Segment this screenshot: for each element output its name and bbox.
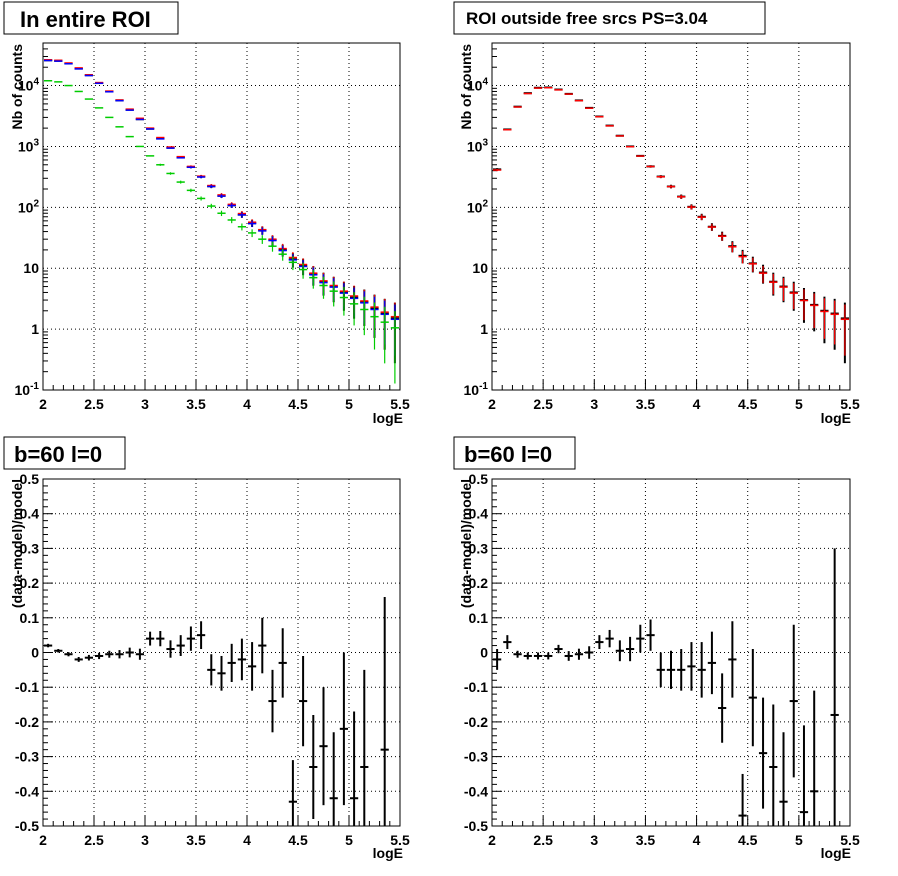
panel-title: b=60 l=0 bbox=[14, 442, 102, 467]
x-tick-label: 2.5 bbox=[84, 832, 104, 848]
panel-counts-outside-free-srcs: ROI outside free srcs PS=3.04 logE Nb of… bbox=[453, 1, 860, 426]
x-tick-label: 4 bbox=[243, 396, 251, 412]
y-tick-label: -0.2 bbox=[15, 714, 39, 730]
x-tick-label: 5 bbox=[795, 396, 803, 412]
panel-residuals-right: b=60 l=0 logE (data-model)/model 2 2.5 3 3.… bbox=[453, 436, 860, 861]
x-tick-label: 4.5 bbox=[288, 832, 308, 848]
y-tick-label: 10-1 bbox=[464, 381, 489, 398]
y-tick-label: 0.3 bbox=[469, 540, 489, 556]
y-tick-label: -0.1 bbox=[15, 679, 39, 695]
x-axis-label: logE bbox=[373, 410, 403, 426]
x-tick-label: 4 bbox=[693, 832, 701, 848]
panel-title-box bbox=[3, 1, 179, 35]
x-tick-label: 4 bbox=[243, 832, 251, 848]
x-tick-label: 2.5 bbox=[533, 832, 553, 848]
panel-title: In entire ROI bbox=[20, 7, 151, 32]
y-tick-label: -0.1 bbox=[464, 679, 488, 695]
y-tick-label: 0.4 bbox=[20, 506, 40, 522]
y-tick-label: 10-1 bbox=[15, 381, 40, 398]
y-tick-label: -0.3 bbox=[15, 749, 39, 765]
y-tick-label: 0.5 bbox=[469, 471, 489, 487]
plot-frame bbox=[42, 42, 401, 391]
x-tick-label: 4.5 bbox=[738, 396, 758, 412]
x-axis-label: logE bbox=[373, 845, 403, 861]
x-tick-label: 3 bbox=[141, 396, 149, 412]
y-tick-label: 0.5 bbox=[20, 471, 40, 487]
y-tick-label: 103 bbox=[467, 137, 489, 154]
y-tick-label: 0.4 bbox=[469, 506, 489, 522]
y-tick-label: 0 bbox=[480, 645, 488, 661]
x-tick-label: 3 bbox=[590, 396, 598, 412]
panel-title-box bbox=[453, 436, 576, 470]
x-tick-label: 4.5 bbox=[288, 396, 308, 412]
x-tick-label: 2 bbox=[488, 396, 496, 412]
y-tick-label: 103 bbox=[18, 137, 40, 154]
y-tick-label: 0.2 bbox=[20, 575, 40, 591]
y-axis-label: Nb of counts bbox=[9, 44, 25, 130]
y-tick-label: 0.1 bbox=[469, 610, 489, 626]
y-tick-label: 0 bbox=[31, 645, 39, 661]
x-tick-label: 4.5 bbox=[738, 832, 758, 848]
x-tick-label: 4 bbox=[693, 396, 701, 412]
y-tick-label: -0.5 bbox=[464, 818, 488, 834]
y-tick-label: -0.5 bbox=[15, 818, 39, 834]
x-tick-label: 3 bbox=[590, 832, 598, 848]
y-tick-label: 104 bbox=[18, 77, 40, 94]
x-tick-label: 5.5 bbox=[840, 832, 860, 848]
y-tick-label: 1 bbox=[31, 321, 39, 337]
x-tick-label: 3 bbox=[141, 832, 149, 848]
panel-title-box bbox=[453, 1, 766, 35]
x-tick-label: 5 bbox=[345, 396, 353, 412]
x-tick-label: 2 bbox=[39, 396, 47, 412]
y-tick-label: -0.4 bbox=[15, 783, 39, 799]
x-axis-label: logE bbox=[821, 845, 851, 861]
x-tick-label: 2 bbox=[488, 832, 496, 848]
panel-residuals-left: b=60 l=0 logE (data-model)/model 2 2.5 3 3.… bbox=[3, 436, 410, 861]
panel-title: b=60 l=0 bbox=[464, 442, 552, 467]
y-tick-label: 104 bbox=[467, 77, 489, 94]
panel-title-box bbox=[3, 436, 126, 470]
y-tick-label: 1 bbox=[480, 321, 488, 337]
y-tick-label: 10 bbox=[23, 260, 39, 276]
plot-frame bbox=[491, 478, 851, 827]
y-tick-label: -0.2 bbox=[464, 714, 488, 730]
y-axis-label: Nb of counts bbox=[458, 44, 474, 130]
y-tick-label: 0.1 bbox=[20, 610, 40, 626]
x-tick-label: 5 bbox=[345, 832, 353, 848]
x-tick-label: 2.5 bbox=[84, 396, 104, 412]
x-tick-label: 5.5 bbox=[390, 832, 410, 848]
x-tick-label: 3.5 bbox=[636, 832, 656, 848]
x-tick-label: 5.5 bbox=[840, 396, 860, 412]
y-tick-label: 10 bbox=[472, 260, 488, 276]
x-tick-label: 2.5 bbox=[533, 396, 553, 412]
x-axis-label: logE bbox=[821, 410, 851, 426]
x-tick-label: 5.5 bbox=[390, 396, 410, 412]
x-tick-label: 3.5 bbox=[186, 396, 206, 412]
y-tick-label: 0.2 bbox=[469, 575, 489, 591]
plot-frame bbox=[42, 478, 401, 827]
x-tick-label: 3.5 bbox=[186, 832, 206, 848]
x-tick-label: 3.5 bbox=[636, 396, 656, 412]
y-tick-label: -0.3 bbox=[464, 749, 488, 765]
y-tick-label: -0.4 bbox=[464, 783, 488, 799]
y-axis-label: (data-model)/model bbox=[458, 479, 474, 608]
panel-counts-entire-roi: In entire ROI logE Nb of counts 2 2.5 3 3.5… bbox=[3, 1, 410, 426]
y-tick-label: 102 bbox=[467, 198, 489, 215]
y-tick-label: 0.3 bbox=[20, 540, 40, 556]
y-axis-label: (data-model)/model bbox=[9, 479, 25, 608]
panel-title: ROI outside free srcs PS=3.04 bbox=[466, 9, 708, 28]
plot-frame bbox=[491, 42, 851, 391]
x-tick-label: 2 bbox=[39, 832, 47, 848]
x-tick-label: 5 bbox=[795, 832, 803, 848]
y-tick-label: 102 bbox=[18, 198, 40, 215]
